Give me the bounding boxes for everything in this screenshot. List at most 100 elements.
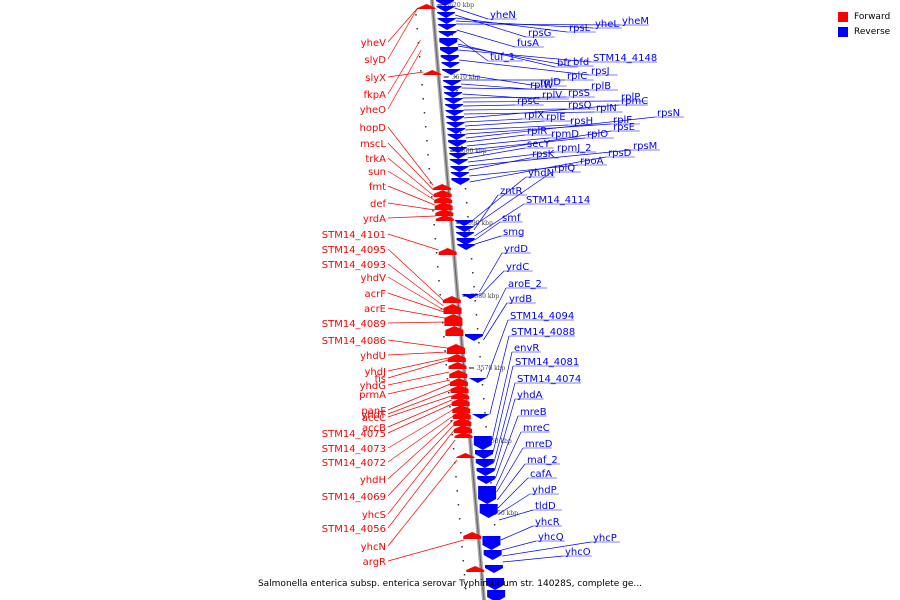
tick-label: 3610 kbp [452, 74, 481, 81]
track-dot [461, 546, 463, 548]
reverse-gene-label: rplR [527, 126, 547, 137]
reverse-leader-line [496, 447, 524, 493]
reverse-gene-label: STM14_4088 [511, 327, 575, 338]
reverse-gene-label: rpsG [528, 28, 551, 39]
track-dot [485, 426, 487, 428]
forward-leader-line [387, 248, 444, 301]
track-dot [476, 328, 479, 330]
reverse-leader-line [502, 541, 592, 557]
forward-gene-feature [448, 362, 467, 369]
reverse-leader-line [457, 43, 556, 68]
forward-leader-line [387, 215, 436, 219]
forward-gene-label: STM14_4073 [322, 444, 386, 455]
reverse-leader-line [462, 93, 541, 100]
track-dot [470, 258, 473, 260]
forward-leader-line [387, 7, 418, 43]
forward-leader-line [387, 439, 456, 529]
reverse-gene-label: rpsN [657, 108, 680, 119]
forward-leader-line [387, 39, 421, 95]
reverse-leader-line [482, 287, 507, 335]
forward-gene-feature [454, 432, 473, 438]
forward-gene-label: yhdJ [364, 367, 386, 378]
forward-gene-feature [463, 532, 482, 539]
track-dot [445, 364, 448, 366]
forward-gene-label: slyX [365, 73, 386, 84]
forward-leader-line [387, 389, 451, 415]
track-dot [437, 266, 439, 268]
reverse-leader-line [461, 87, 590, 91]
forward-leader-line [387, 409, 453, 449]
reverse-gene-feature [482, 536, 501, 550]
track-dot [438, 280, 440, 282]
reverse-gene-label: rpsM [633, 141, 657, 152]
reverse-gene-feature [443, 86, 462, 92]
reverse-gene-label: rpsD [608, 148, 632, 159]
reverse-gene-feature [464, 334, 483, 341]
tick-label: 3580 kbp [471, 293, 500, 300]
reverse-gene-feature [448, 140, 467, 147]
reverse-gene-label: rpsQ [568, 100, 592, 111]
reverse-leader-line [464, 104, 620, 119]
track-dot [433, 224, 435, 226]
reverse-leader-line [457, 37, 489, 62]
forward-gene-label: argR [363, 557, 386, 568]
reverse-gene-label: STM14_4148 [593, 53, 657, 64]
forward-leader-line [387, 202, 436, 211]
forward-leader-line [387, 539, 464, 562]
reverse-gene-feature [441, 62, 460, 68]
reverse-leader-line [465, 116, 656, 139]
reverse-label: Reverse [854, 26, 891, 37]
reverse-leader-line [456, 29, 516, 48]
forward-gene-feature [456, 453, 475, 458]
track-dot [493, 524, 496, 526]
reverse-leader-line [492, 365, 514, 453]
reverse-leader-line [495, 415, 519, 479]
forward-gene-feature [442, 296, 461, 303]
forward-leader-line [387, 357, 449, 372]
forward-gene-label: STM14_4086 [322, 336, 386, 347]
forward-gene-label: panF [361, 406, 386, 417]
reverse-leader-line [486, 319, 509, 379]
forward-leader-line [387, 459, 458, 547]
reverse-gene-feature [440, 55, 459, 62]
reverse-gene-label: maf_2 [527, 455, 558, 466]
forward-leader-line [387, 276, 445, 311]
reverse-gene-feature [443, 92, 462, 98]
track-dot [455, 476, 457, 478]
forward-gene-label: fkpA [364, 90, 387, 101]
track-dot [465, 202, 468, 204]
forward-label: Forward [854, 11, 891, 22]
track-dot [424, 126, 427, 128]
reverse-leader-line [495, 431, 522, 487]
forward-gene-label: STM14_4072 [322, 458, 386, 469]
track-dot [450, 420, 452, 422]
forward-gene-label: acrE [364, 304, 386, 315]
track-dot [452, 448, 455, 450]
track-dot [459, 132, 462, 134]
reverse-gene-feature [436, 0, 454, 6]
track-dot [484, 412, 486, 414]
reverse-gene-feature [478, 486, 497, 504]
reverse-gene-label: rplO [587, 129, 608, 140]
reverse-leader-line [473, 194, 499, 231]
reverse-gene-label: cafA [530, 469, 552, 480]
track-dot [443, 336, 445, 338]
reverse-gene-feature [473, 436, 492, 450]
forward-leader-line [387, 415, 454, 463]
legend: Forward Reverse [838, 9, 890, 39]
track-dot [456, 90, 458, 92]
forward-leader-line [387, 126, 434, 186]
forward-gene-feature [434, 202, 453, 210]
forward-gene-label: STM14_4093 [322, 260, 386, 271]
reverse-gene-label: bfd [573, 57, 589, 68]
reverse-gene-feature [447, 128, 466, 134]
forward-leader-line [387, 170, 435, 201]
reverse-gene-label: yheN [490, 10, 516, 21]
forward-leader-line [387, 379, 451, 395]
track-dot [444, 350, 446, 352]
reverse-gene-feature [450, 166, 469, 172]
gene-features [417, 0, 506, 600]
reverse-leader-line [459, 59, 590, 76]
